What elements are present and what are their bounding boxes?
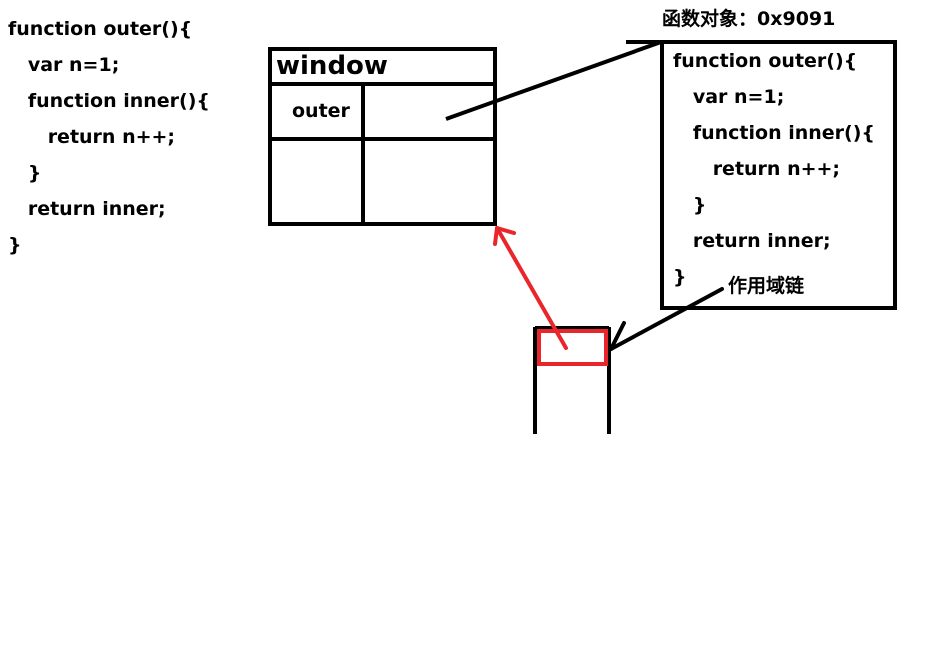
left-code-line: } <box>8 234 22 256</box>
left-code-line: function inner(){ <box>8 90 210 112</box>
function-object-code-line: var n=1; <box>673 86 785 108</box>
reference-arrow <box>445 40 663 121</box>
function-object-caption: 函数对象：0x9091 <box>662 8 836 30</box>
scope-chain-arrow-head <box>609 321 626 351</box>
function-object-code-line: } <box>673 266 687 288</box>
function-object-code-line: function inner(){ <box>673 122 875 144</box>
scope-chain-arrow-shaft <box>609 287 724 351</box>
scope-arrow-to-window <box>493 226 568 350</box>
window-title: window <box>276 51 388 81</box>
function-object-code-line: function outer(){ <box>673 50 858 72</box>
function-object-code-line: return inner; <box>673 230 831 252</box>
execution-context-frame <box>537 329 608 366</box>
window-cell-outer: outer <box>292 100 350 122</box>
function-object-code-line: return n++; <box>673 158 841 180</box>
left-code-line: function outer(){ <box>8 18 193 40</box>
scope-arrow-head-a <box>495 226 516 235</box>
scope-chain-label: 作用域链 <box>728 275 805 297</box>
function-object-code-line: } <box>673 194 707 216</box>
window-box-border <box>268 47 497 226</box>
scope-chain-arrow <box>609 287 724 351</box>
left-code-line: return n++; <box>8 126 176 148</box>
left-code-line: return inner; <box>8 198 166 220</box>
scope-arrow-shaft <box>495 226 568 350</box>
left-code-line: } <box>8 162 42 184</box>
function-object-box <box>660 40 897 310</box>
left-code-line: var n=1; <box>8 54 120 76</box>
scope-arrow-head-b <box>493 226 499 246</box>
stack-column <box>533 326 611 434</box>
window-box <box>268 47 497 226</box>
